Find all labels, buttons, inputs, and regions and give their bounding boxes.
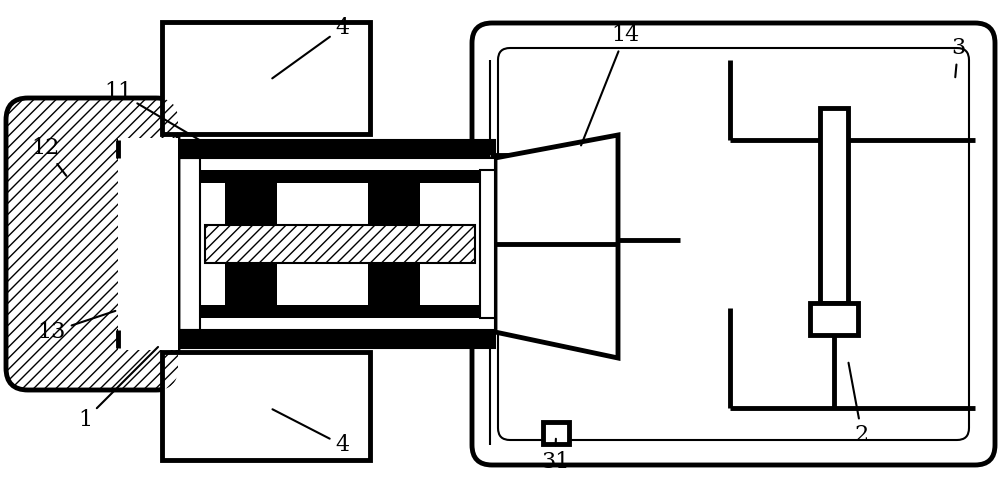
Bar	[480, 170, 495, 318]
Text: 3: 3	[951, 37, 965, 77]
Text: 2: 2	[849, 363, 869, 446]
Bar	[205, 225, 475, 263]
Bar	[730, 60, 960, 140]
FancyBboxPatch shape	[472, 23, 995, 465]
Bar	[368, 263, 420, 305]
Text: 14: 14	[581, 24, 639, 146]
Bar	[225, 183, 277, 225]
Bar	[490, 155, 515, 330]
Bar	[162, 352, 370, 460]
Text: 11: 11	[104, 81, 228, 157]
Bar	[200, 305, 480, 318]
Polygon shape	[495, 135, 618, 358]
Bar	[810, 303, 858, 335]
Bar	[162, 22, 370, 134]
Bar	[730, 308, 960, 408]
Bar	[118, 138, 178, 350]
Bar	[200, 170, 480, 183]
Bar	[118, 330, 495, 348]
Text: 1: 1	[78, 347, 158, 431]
Bar	[118, 140, 495, 158]
FancyBboxPatch shape	[6, 98, 178, 390]
Bar	[200, 158, 495, 330]
Text: 4: 4	[272, 409, 349, 456]
Text: 13: 13	[38, 311, 115, 343]
Text: 12: 12	[31, 137, 66, 176]
FancyBboxPatch shape	[498, 48, 969, 440]
Bar	[820, 108, 848, 303]
Text: 31: 31	[541, 439, 569, 473]
Bar	[543, 422, 569, 444]
Bar	[225, 263, 277, 305]
Text: 4: 4	[272, 17, 349, 78]
Bar	[368, 183, 420, 225]
